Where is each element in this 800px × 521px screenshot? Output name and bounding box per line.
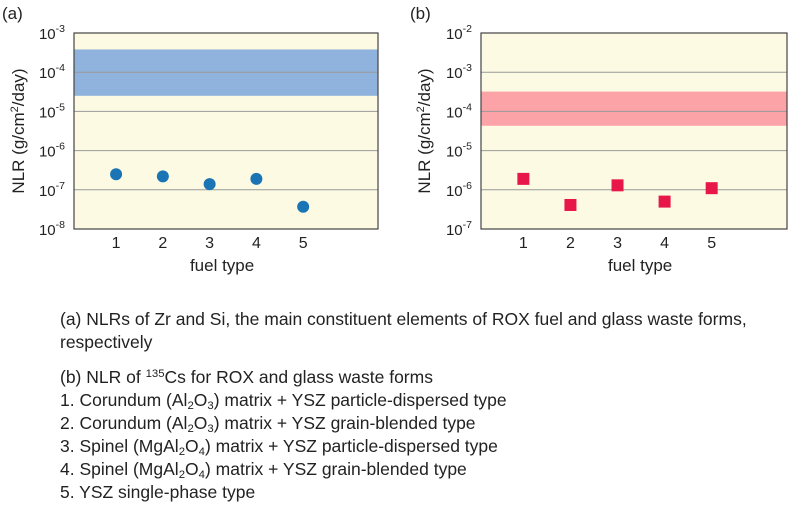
y-tick-label: 10-5 (446, 141, 472, 161)
fuel-type-item-2: 2. Corundum (Al2O3) matrix + YSZ grain-b… (60, 413, 476, 435)
x-axis-label: fuel type (608, 256, 672, 275)
y-tick-label: 10-4 (446, 101, 472, 121)
x-tick-label: 2 (158, 235, 167, 252)
y-tick-label: 10-7 (39, 180, 65, 200)
fuel-type-item-3: 3. Spinel (MgAl2O4) matrix + YSZ particl… (60, 436, 498, 458)
caption-a: (a) NLRs of Zr and Si, the main constitu… (60, 309, 747, 352)
y-tick-label: 10-8 (39, 219, 65, 239)
x-tick-label: 1 (519, 235, 528, 252)
y-tick-label: 10-7 (446, 219, 472, 239)
data-point (517, 172, 530, 185)
plot-frame (480, 32, 788, 230)
x-tick-label: 1 (112, 235, 121, 252)
figure: 10-8 10-7 10-6 10-5 10-4 10-3 1 2 3 4 5 fuel type NL… (2, 4, 788, 275)
data-point (564, 198, 577, 211)
fuel-type-item-1: 1. Corundum (Al2O3) matrix + YSZ particl… (60, 390, 507, 412)
caption-b: (b) NLR of 135Cs for ROX and glass waste… (60, 367, 433, 387)
data-point (156, 170, 169, 183)
x-tick-label: 3 (613, 235, 622, 252)
plot-background (481, 33, 787, 229)
panel-label: (b) (410, 4, 431, 23)
x-tick-label: 5 (707, 235, 716, 252)
fuel-type-item-5: 5. YSZ single-phase type (60, 482, 256, 502)
figure-caption: (a) NLRs of Zr and Si, the main constitu… (60, 308, 780, 504)
panel-label: (a) (2, 4, 23, 23)
y-tick-label: 10-3 (39, 23, 65, 43)
y-tick-label: 10-3 (446, 62, 472, 82)
x-tick-label: 5 (299, 235, 308, 252)
y-tick-label: 10-2 (446, 23, 472, 43)
y-tick-label: 10-6 (446, 180, 472, 200)
data-point (297, 200, 310, 213)
data-point (658, 195, 671, 208)
data-point (250, 172, 263, 185)
x-axis-label: fuel type (190, 256, 254, 275)
chart-panel-b: 10-7 10-6 10-5 10-4 10-3 10-2 1 2 3 4 5 fuel type NL… (410, 4, 788, 275)
chart-panel-a: 10-8 10-7 10-6 10-5 10-4 10-3 1 2 3 4 5 fuel type NL… (2, 4, 379, 275)
data-point (705, 182, 718, 195)
x-tick-label: 4 (660, 235, 669, 252)
x-tick-label: 2 (566, 235, 575, 252)
y-axis-label: NLR (g/cm2/day) (9, 68, 28, 193)
y-tick-label: 10-6 (39, 141, 65, 161)
plot-frame (73, 32, 379, 230)
data-point (110, 168, 123, 181)
data-point (203, 178, 216, 191)
y-axis-label: NLR (g/cm2/day) (415, 68, 434, 193)
y-tick-label: 10-5 (39, 101, 65, 121)
fuel-type-item-4: 4. Spinel (MgAl2O4) matrix + YSZ grain-b… (60, 459, 467, 481)
range-band (481, 91, 787, 126)
y-tick-label: 10-4 (39, 62, 65, 82)
data-point (611, 179, 624, 192)
x-tick-label: 3 (205, 235, 214, 252)
x-tick-label: 4 (252, 235, 261, 252)
